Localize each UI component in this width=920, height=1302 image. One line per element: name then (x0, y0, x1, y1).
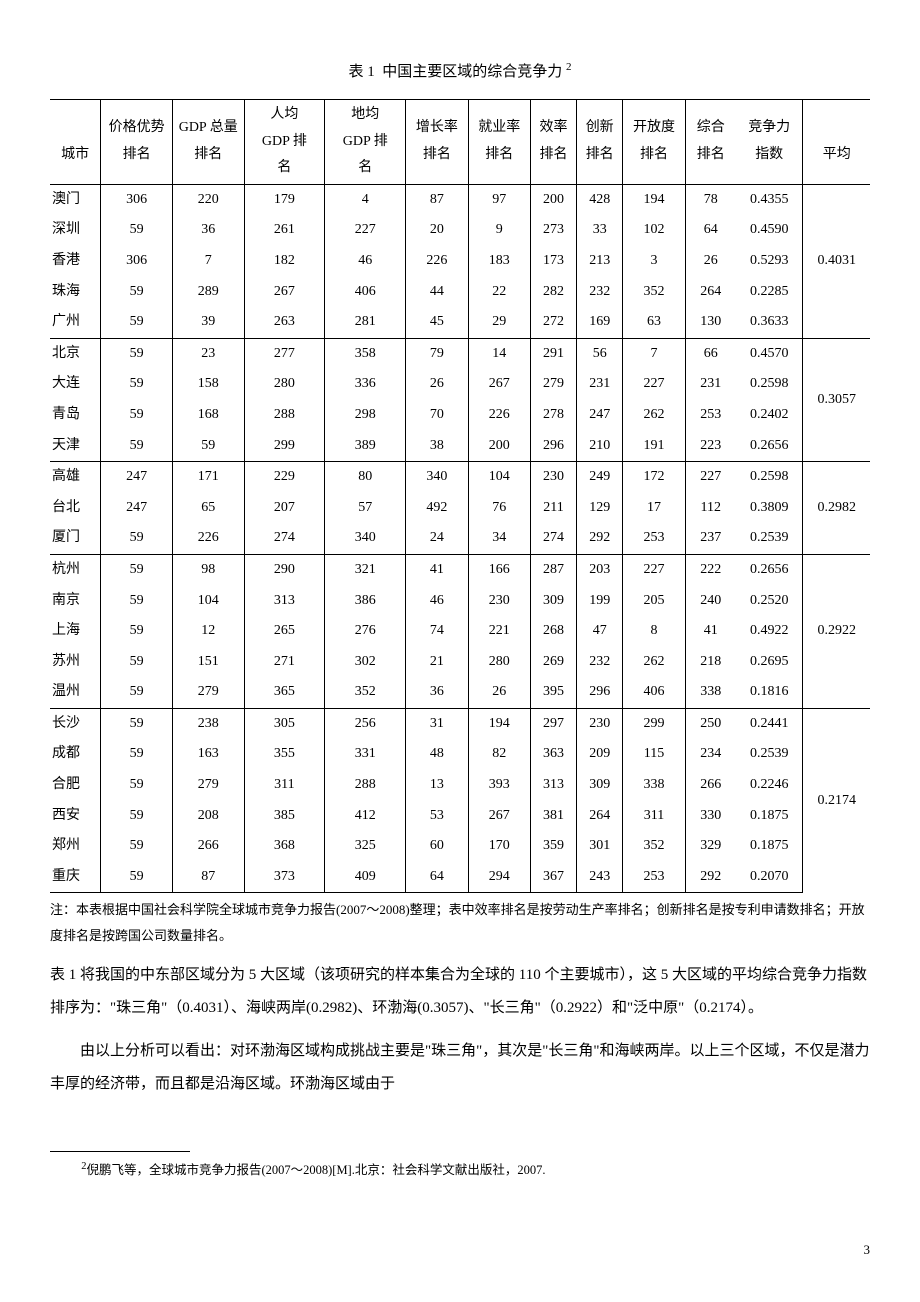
table-row: 合肥59279311288133933133093382660.2246 (50, 770, 870, 801)
table-row: 成都5916335533148823632091152340.2539 (50, 739, 870, 770)
group-average: 0.2174 (803, 708, 870, 893)
footnote: 2倪鹏飞等，全球城市竞争力报告(2007～2008)[M].北京：社会科学文献出… (50, 1158, 870, 1182)
col-price: 价格优势排名 (101, 100, 173, 185)
table-row: 深圳593626122720927333102640.4590 (50, 215, 870, 246)
caption-prefix: 表 1 (348, 64, 374, 80)
table-row: 杭州5998290321411662872032272220.26560.292… (50, 554, 870, 585)
table-row: 青岛59168288298702262782472622530.2402 (50, 400, 870, 431)
col-employment: 就业率排名 (468, 100, 530, 185)
table-row: 郑州59266368325601703593013523290.1875 (50, 831, 870, 862)
table-row: 天津5959299389382002962101912230.2656 (50, 431, 870, 462)
table-row: 苏州59151271302212802692322622180.2695 (50, 647, 870, 678)
caption-title: 中国主要区域的综合竞争力 (382, 64, 562, 80)
table-row: 重庆5987373409642943672432532920.2070 (50, 862, 870, 893)
table-row: 澳门30622017948797200428194780.43550.4031 (50, 184, 870, 215)
col-efficiency: 效率排名 (530, 100, 576, 185)
table-row: 温州5927936535236263952964063380.1816 (50, 677, 870, 708)
table-row: 北京59232773587914291567660.45700.3057 (50, 338, 870, 369)
table-row: 香港3067182462261831732133260.5293 (50, 246, 870, 277)
group-average: 0.2982 (803, 462, 870, 555)
table-row: 广州59392632814529272169631300.3633 (50, 307, 870, 338)
table-header: 城市 价格优势排名 GDP 总量排名 人均GDP 排名 地均GDP 排名 增长率… (50, 100, 870, 185)
table-body: 澳门30622017948797200428194780.43550.4031深… (50, 184, 870, 893)
table-row: 上海591226527674221268478410.4922 (50, 616, 870, 647)
col-innovation: 创新排名 (577, 100, 623, 185)
col-openness: 开放度排名 (623, 100, 685, 185)
footnote-text: 倪鹏飞等，全球城市竞争力报告(2007～2008)[M].北京：社会科学文献出版… (86, 1164, 545, 1178)
group-average: 0.2922 (803, 554, 870, 708)
table-caption: 表 1 中国主要区域的综合竞争力 2 (50, 60, 870, 81)
page-number: 3 (50, 1242, 870, 1258)
table-row: 高雄247171229803401042302491722270.25980.2… (50, 462, 870, 493)
col-competitiveness-index: 竞争力指数 (736, 100, 803, 185)
col-gdp-perarea: 地均GDP 排名 (325, 100, 406, 185)
table-row: 厦门5922627434024342742922532370.2539 (50, 523, 870, 554)
table-note: 注：本表根据中国社会科学院全球城市竞争力报告(2007～2008)整理；表中效率… (50, 897, 870, 949)
group-average: 0.3057 (803, 338, 870, 461)
competitiveness-table: 城市 价格优势排名 GDP 总量排名 人均GDP 排名 地均GDP 排名 增长率… (50, 99, 870, 893)
col-average: 平均 (803, 100, 870, 185)
col-growth: 增长率排名 (406, 100, 468, 185)
table-row: 台北247652075749276211129171120.3809 (50, 493, 870, 524)
caption-superscript: 2 (566, 61, 572, 73)
col-gdp-total: GDP 总量排名 (172, 100, 244, 185)
table-row: 珠海5928926740644222822323522640.2285 (50, 277, 870, 308)
paragraph-2: 由以上分析可以看出：对环渤海区域构成挑战主要是"珠三角"，其次是"长三角"和海峡… (50, 1035, 870, 1101)
col-comprehensive-rank: 综合排名 (685, 100, 736, 185)
col-city: 城市 (50, 100, 101, 185)
col-gdp-percapita: 人均GDP 排名 (244, 100, 325, 185)
table-row: 长沙59238305256311942972302992500.24410.21… (50, 708, 870, 739)
paragraph-1: 表 1 将我国的中东部区域分为 5 大区域（该项研究的样本集合为全球的 110 … (50, 959, 870, 1025)
footnote-rule (50, 1151, 190, 1152)
group-average: 0.4031 (803, 184, 870, 338)
table-row: 大连59158280336262672792312272310.2598 (50, 369, 870, 400)
table-row: 西安59208385412532673812643113300.1875 (50, 801, 870, 832)
table-row: 南京59104313386462303091992052400.2520 (50, 586, 870, 617)
